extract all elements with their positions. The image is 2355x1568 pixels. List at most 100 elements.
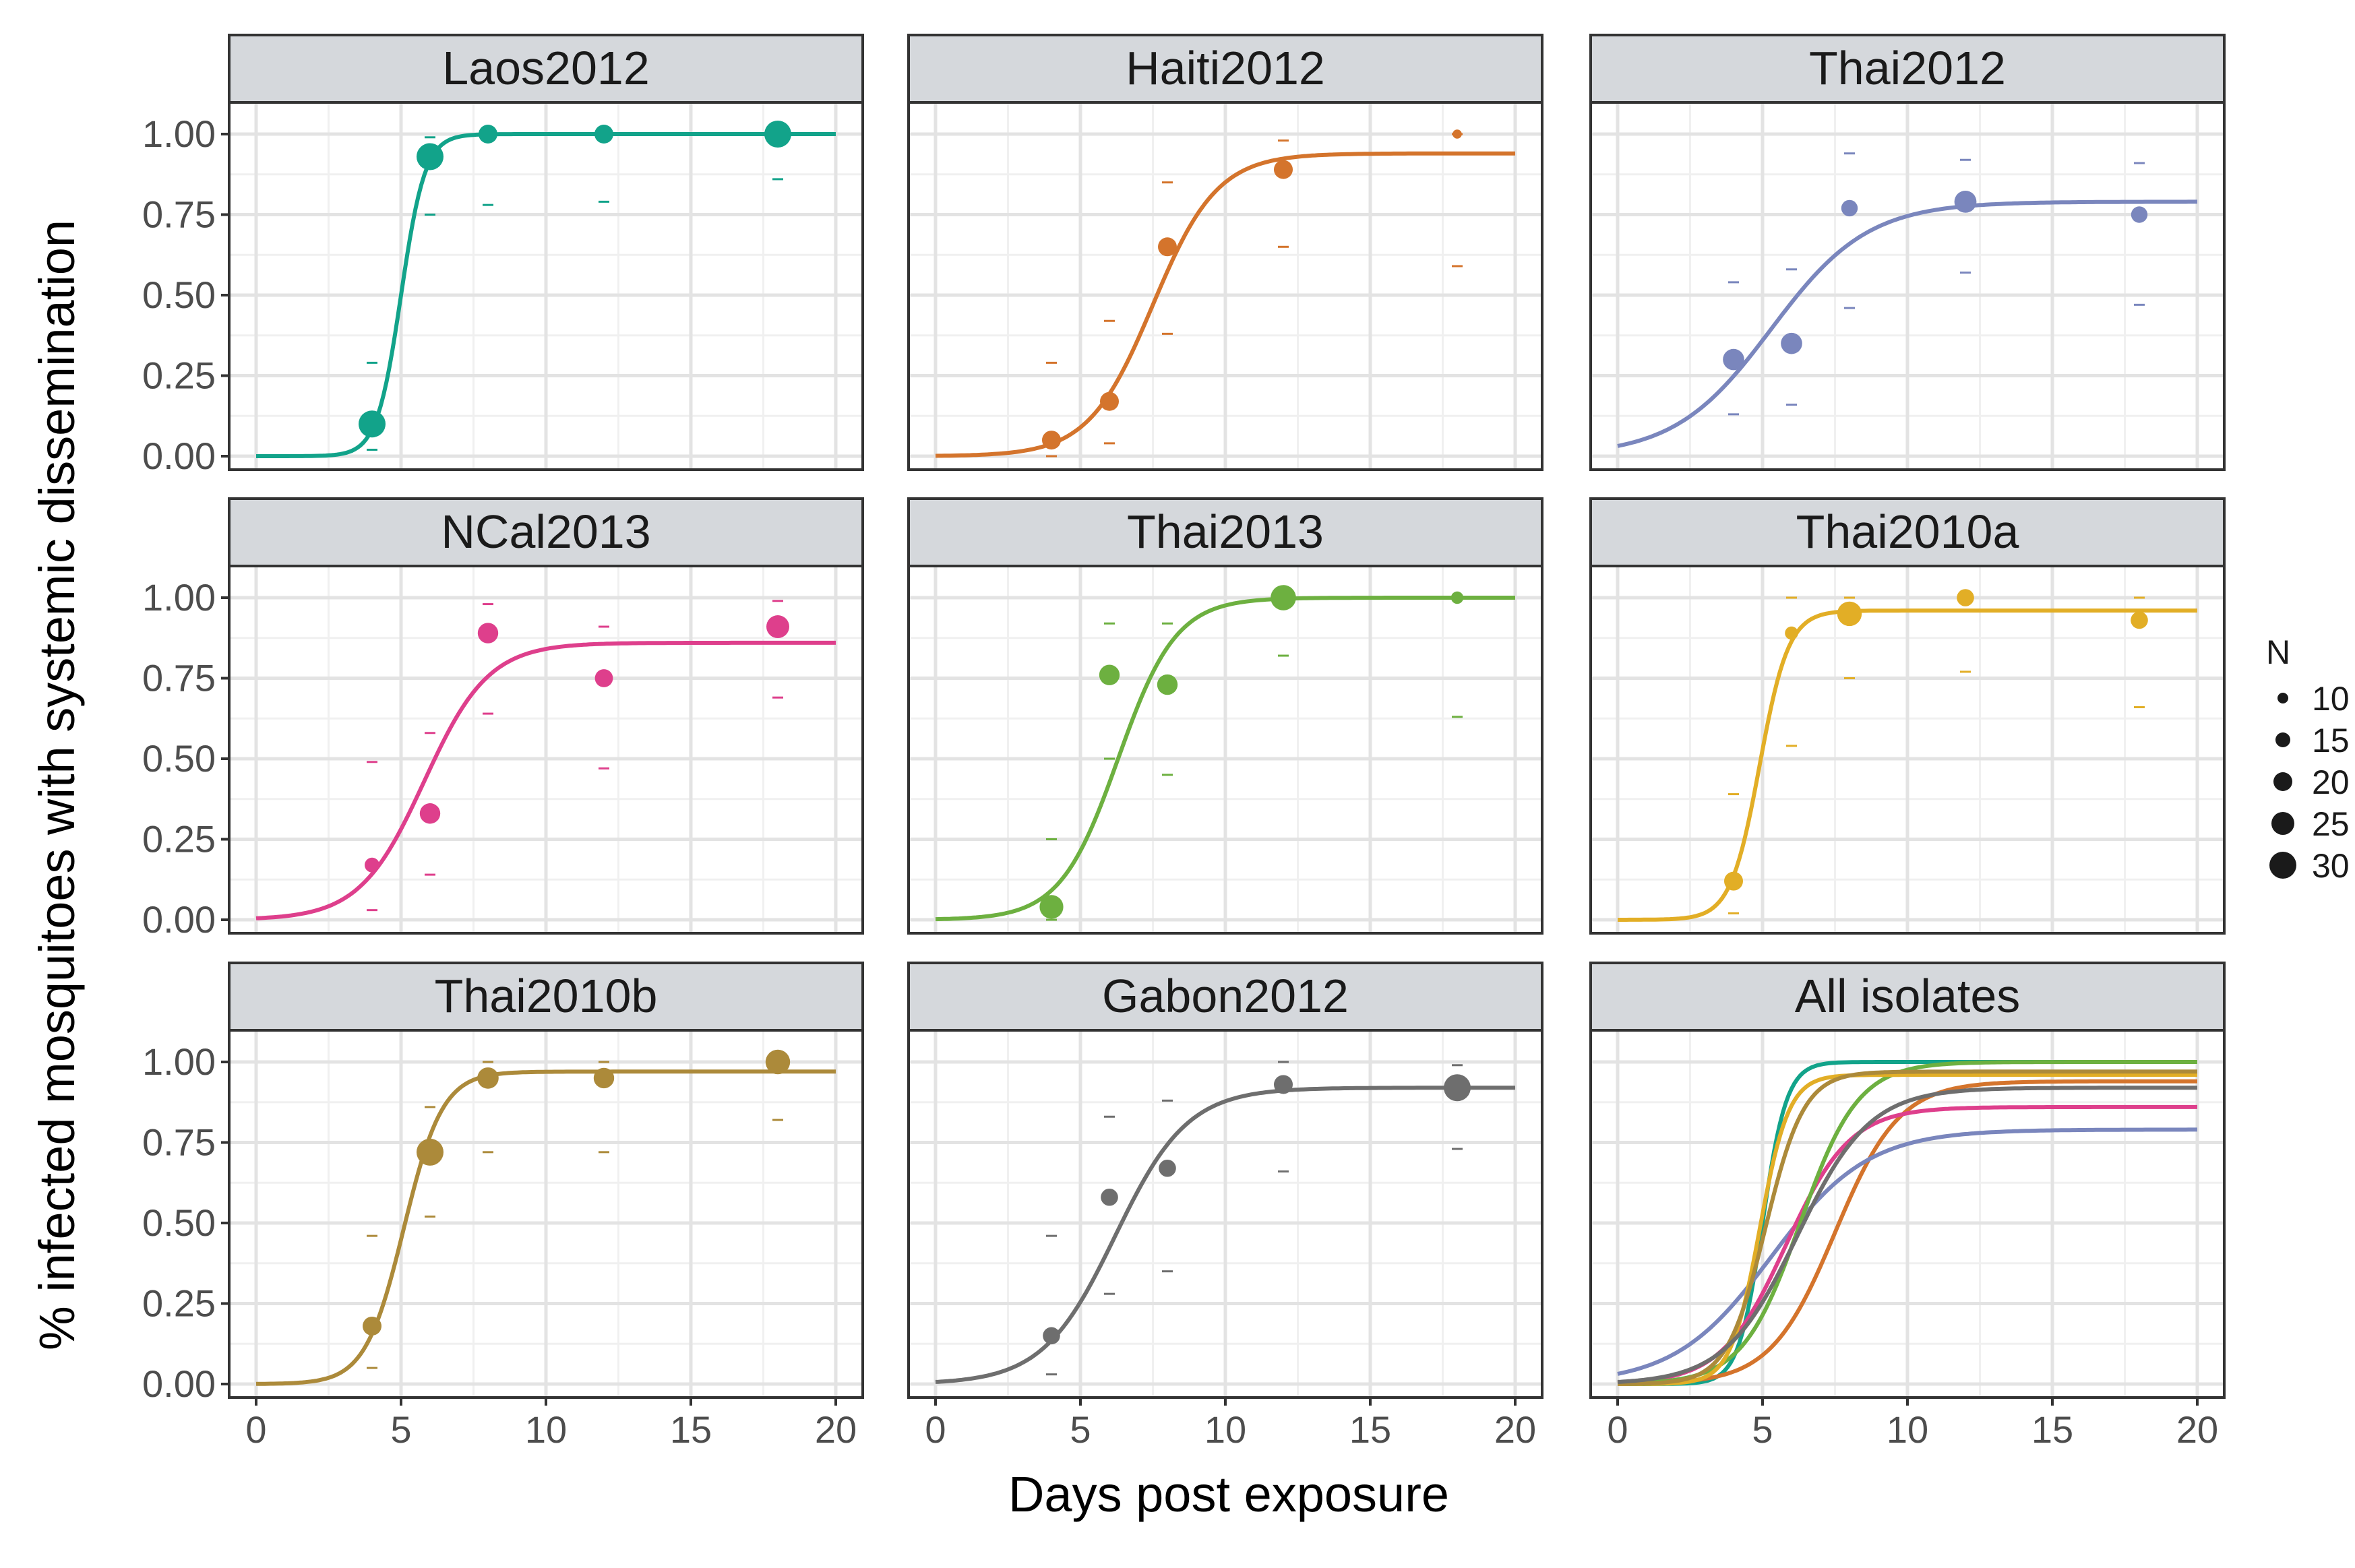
facet-title: Laos2012 [442,42,650,94]
fit-curve-gabon2012 [1617,1086,2197,1384]
y-tick-label: 0.00 [142,435,216,477]
legend-key-10 [2277,693,2288,703]
data-point [365,857,379,873]
facet-title: Gabon2012 [1102,970,1349,1022]
data-point [1271,585,1296,610]
data-point [477,1067,499,1089]
y-tick-label: 0.50 [142,274,216,316]
fit-curve-thai2013 [1617,1060,2197,1386]
fit-curve [1618,608,2197,922]
y-tick-label: 0.75 [142,1121,216,1164]
data-point [765,1049,791,1075]
fit-curve-thai2010b [1617,1069,2197,1386]
panel-thai2010a: Thai2010a [1589,497,2226,935]
facet-title: All isolates [1795,970,2021,1022]
data-point [594,669,613,687]
panel-ncal2013: NCal2013 0.00 0.25 0.50 0.75 1.00 [142,497,864,941]
data-point [1954,190,1977,213]
data-point [417,143,444,170]
x-tick-label: 15 [2031,1408,2073,1451]
x-tick-label: 20 [815,1408,857,1451]
x-tick-label: 0 [245,1408,266,1451]
x-axis-title: Days post exposure [1008,1466,1449,1522]
data-point [594,125,613,144]
fit-curve-thai2010a [1618,1073,2197,1386]
x-tick-label: 0 [1607,1408,1628,1451]
panel-border [1589,101,2226,471]
y-axis-title: % infected mosquitoes with systemic diss… [29,220,85,1350]
x-tick-label: 10 [525,1408,567,1451]
y-tick-label: 0.25 [142,354,216,397]
data-point [1837,601,1862,627]
legend-title: N [2266,633,2290,671]
x-tick-label: 5 [1070,1408,1091,1451]
data-point [1450,591,1464,604]
data-point [764,121,791,148]
data-point [1957,589,1974,606]
facet-title: Thai2010a [1796,505,2019,558]
facet-title: Thai2013 [1127,505,1324,558]
data-point [1101,1188,1118,1206]
data-point [479,125,497,144]
y-tick-label: 0.50 [142,1201,216,1244]
data-point [1781,332,1802,354]
y-tick-label: 1.00 [142,113,216,155]
y-tick-label: 0.00 [142,898,216,941]
data-point [1043,1327,1060,1345]
x-tick-label: 20 [1494,1408,1536,1451]
data-point [1100,391,1119,411]
facet-strip [907,34,1543,104]
fit-curve [256,132,836,458]
data-point [1042,431,1061,450]
y-tick-label: 1.00 [142,576,216,619]
data-point [1724,871,1743,891]
facet-title: Thai2012 [1809,42,2006,94]
y-tick-label: 0.00 [142,1362,216,1405]
fit-curve-thai2012 [1617,1127,2197,1376]
data-point [419,803,441,824]
y-tick-label: 0.75 [142,657,216,699]
panel-all-isolates: All isolates 0 5 10 15 20 [1589,962,2226,1451]
data-point [1452,129,1462,139]
panel-border [907,101,1543,471]
data-point [477,623,499,644]
fit-curve [1617,199,2197,448]
facet-title: Thai2010b [435,970,658,1022]
data-point [1158,237,1177,257]
legend-key-25 [2271,812,2294,835]
data-point [417,1138,444,1166]
y-tick-label: 0.50 [142,737,216,780]
facet-strip [1589,34,2226,104]
facet-strip [228,962,864,1032]
legend-label-15: 15 [2312,722,2350,759]
fit-curve [255,640,836,920]
x-tick-label: 5 [390,1408,411,1451]
facet-title: NCal2013 [441,505,650,558]
data-point [593,1067,615,1089]
data-point [1274,1075,1293,1094]
facet-strip [907,962,1543,1032]
x-tick-label: 10 [1204,1408,1246,1451]
panel-thai2013: Thai2013 [907,497,1543,935]
data-point [363,1316,381,1336]
data-point [766,615,789,639]
data-point [359,410,386,438]
facet-strip [228,497,864,567]
facet-title: Haiti2012 [1126,42,1325,94]
y-tick-label: 1.00 [142,1040,216,1083]
data-point [1039,895,1064,919]
panel-border [228,101,864,471]
data-point [1723,348,1744,371]
panel-laos2012: Laos2012 0.00 0.25 0.50 0.75 1.00 [142,34,864,477]
legend-key-30 [2269,852,2296,879]
data-point [1157,674,1178,695]
y-tick-label: 0.75 [142,193,216,236]
panel-thai2010b: Thai2010b 0.00 0.25 0.50 0.75 1.00 0 5 10 15 20 [142,962,864,1451]
legend-label-30: 30 [2312,847,2350,885]
legend-label-25: 25 [2312,805,2350,843]
fit-curve [255,1069,836,1386]
data-point [1444,1074,1471,1102]
legend-label-20: 20 [2312,763,2350,801]
data-point [1099,664,1120,685]
fit-curve [935,596,1515,922]
